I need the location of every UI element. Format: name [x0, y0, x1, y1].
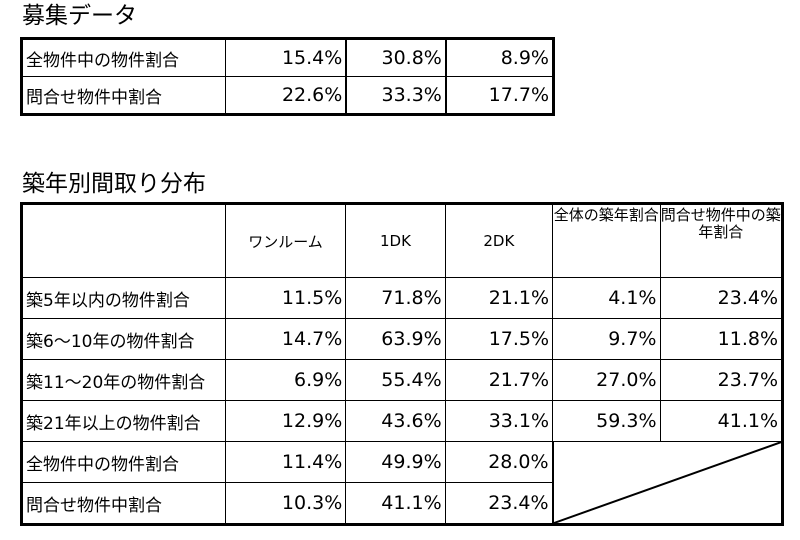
table-cell: 23.7%	[659, 359, 783, 401]
column-header: 2DK	[444, 203, 554, 278]
table-cell: 28.0%	[444, 441, 554, 483]
column-header: 全体の築年割合	[552, 203, 661, 278]
table-cell: 22.6%	[225, 76, 348, 115]
recruit-data-table: 全物件中の物件割合 15.4% 30.8% 8.9% 問合せ物件中割合 22.6…	[20, 37, 555, 116]
table-cell: 11.8%	[659, 318, 783, 360]
table-cell: 11.4%	[224, 441, 347, 483]
table-row: 築6～10年の物件割合 14.7% 63.9% 17.5% 9.7% 11.8%	[21, 318, 783, 360]
table-cell: 33.3%	[345, 76, 447, 115]
layout-distribution-table: ワンルーム 1DK 2DK 全体の築年割合 問合せ物件中の築年割合 築5年以内の…	[20, 202, 784, 526]
table-row: 全物件中の物件割合 15.4% 30.8% 8.9%	[20, 38, 554, 77]
table-cell: 12.9%	[224, 400, 347, 442]
table-cell: 41.1%	[659, 400, 783, 442]
table-cell: 23.4%	[659, 277, 783, 319]
table-cell: 15.4%	[225, 38, 348, 77]
corner-cell	[21, 203, 226, 278]
column-header: 問合せ物件中の築年割合	[659, 203, 783, 278]
table-cell: 30.8%	[345, 38, 447, 77]
table-cell: 4.1%	[552, 277, 661, 319]
table-cell: 43.6%	[345, 400, 446, 442]
table-cell: 11.5%	[224, 277, 347, 319]
column-header: ワンルーム	[224, 203, 347, 278]
table-cell: 17.7%	[445, 76, 554, 115]
table-cell: 9.7%	[552, 318, 661, 360]
row-label: 問合せ物件中割合	[20, 76, 227, 115]
table-row: 築11～20年の物件割合 6.9% 55.4% 21.7% 27.0% 23.7…	[21, 359, 783, 401]
table-cell: 21.7%	[444, 359, 554, 401]
recruit-data-title: 募集データ	[22, 3, 137, 29]
table-cell: 59.3%	[552, 400, 661, 442]
table-row: 築5年以内の物件割合 11.5% 71.8% 21.1% 4.1% 23.4%	[21, 277, 783, 319]
table-cell: 14.7%	[224, 318, 347, 360]
table-cell: 8.9%	[445, 38, 554, 77]
table-cell: 63.9%	[345, 318, 446, 360]
table-cell: 17.5%	[444, 318, 554, 360]
column-header: 1DK	[345, 203, 446, 278]
table-cell: 55.4%	[345, 359, 446, 401]
table-cell: 49.9%	[345, 441, 446, 483]
table-cell: 23.4%	[444, 482, 554, 525]
row-label: 問合せ物件中割合	[21, 482, 226, 525]
diagonal-line	[554, 442, 781, 523]
table-row: 全物件中の物件割合 11.4% 49.9% 28.0%	[21, 441, 783, 525]
row-label: 築21年以上の物件割合	[21, 400, 226, 442]
table-row: 問合せ物件中割合 10.3% 41.1% 23.4%	[21, 482, 783, 525]
table-row: 築21年以上の物件割合 12.9% 43.6% 33.1% 59.3% 41.1…	[21, 400, 783, 442]
table-cell: 10.3%	[224, 482, 347, 525]
table-row: 問合せ物件中割合 22.6% 33.3% 17.7%	[20, 76, 554, 115]
row-label: 全物件中の物件割合	[20, 38, 227, 77]
table-cell: 27.0%	[552, 359, 661, 401]
row-label: 築5年以内の物件割合	[21, 277, 226, 319]
table-cell: 21.1%	[444, 277, 554, 319]
row-label: 全物件中の物件割合	[21, 441, 226, 483]
header-row: ワンルーム 1DK 2DK 全体の築年割合 問合せ物件中の築年割合	[21, 203, 783, 278]
table-cell: 6.9%	[224, 359, 347, 401]
table-cell: 33.1%	[444, 400, 554, 442]
table-cell: 71.8%	[345, 277, 446, 319]
table-cell: 41.1%	[345, 482, 446, 525]
diagonal-empty-cell	[551, 441, 783, 525]
row-label: 築6～10年の物件割合	[21, 318, 226, 360]
layout-distribution-title: 築年別間取り分布	[22, 171, 206, 197]
row-label: 築11～20年の物件割合	[21, 359, 226, 401]
